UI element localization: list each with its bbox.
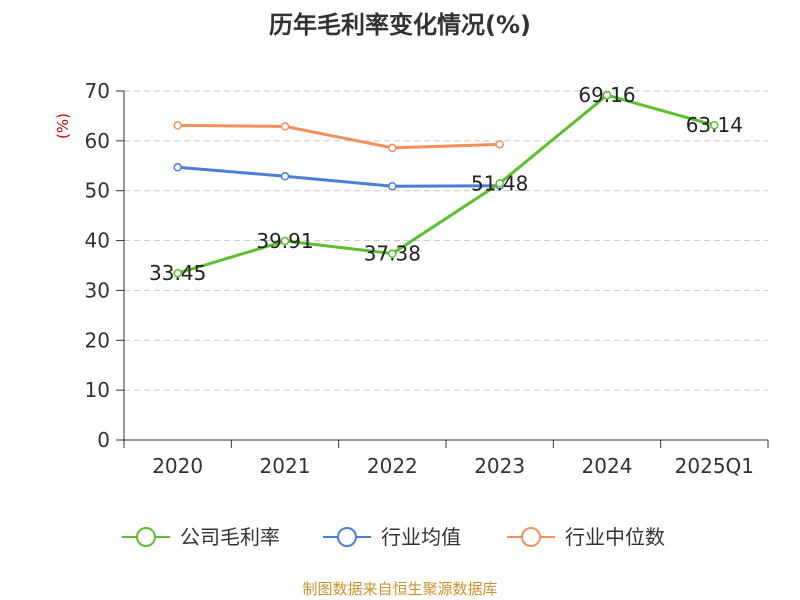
legend-label: 行业中位数 (565, 525, 665, 549)
data-point (710, 120, 719, 130)
chart-title: 历年毛利率变化情况(%) (269, 11, 531, 39)
data-point (388, 143, 397, 153)
data-label: 51.48 (471, 171, 528, 195)
data-point (388, 181, 397, 191)
legend-marker (521, 527, 541, 547)
grid-layer (124, 90, 768, 391)
data-point (602, 90, 612, 100)
y-tick-label: 30 (85, 278, 110, 302)
series-layer (173, 90, 719, 278)
y-tick-label: 10 (85, 378, 110, 402)
data-point (495, 140, 504, 149)
y-axis-label: (%) (54, 113, 72, 139)
data-point (495, 179, 504, 188)
data-label: 69.16 (578, 83, 635, 107)
data-point (173, 268, 182, 278)
data-label: 63.14 (686, 113, 743, 137)
data-point (173, 163, 182, 172)
y-tick-label: 60 (85, 129, 110, 153)
data-point (388, 249, 397, 258)
data-point (280, 236, 290, 246)
series-line (177, 123, 500, 150)
data-label: 33.45 (149, 261, 206, 285)
axes-layer: 0 10 20 30 40 50 60 70 2020 2021 2022 2023 2024 2025Q… (85, 79, 769, 478)
legend-marker (337, 527, 357, 547)
y-tick-label: 40 (85, 229, 110, 253)
y-tick-label: 20 (85, 328, 110, 352)
x-tick-label: 2024 (582, 454, 633, 478)
data-label: 39.91 (256, 229, 313, 253)
x-tick-label: 2021 (260, 454, 311, 478)
series-line (177, 93, 715, 275)
source-note: 制图数据来自恒生聚源数据库 (302, 580, 497, 598)
legend-label: 公司毛利率 (180, 525, 280, 549)
data-label-layer: 33.45 39.91 37.38 51.48 69.16 63.14 (149, 83, 743, 285)
legend-label: 行业均值 (381, 525, 461, 549)
x-tick-label: 2022 (367, 454, 418, 478)
data-label: 37.38 (364, 242, 421, 266)
x-tick-label: 2023 (474, 454, 525, 478)
y-tick-label: 0 (97, 428, 110, 452)
y-tick-label: 70 (85, 79, 110, 103)
series-line (177, 165, 500, 188)
x-tick-label: 2020 (152, 454, 203, 478)
legend-marker (136, 527, 156, 547)
legend: 公司毛利率 行业均值 行业中位数 (122, 525, 665, 549)
x-tick-label: 2025Q1 (675, 454, 754, 478)
data-point (280, 122, 290, 131)
data-point (173, 121, 182, 130)
y-tick-label: 50 (85, 179, 110, 203)
data-point (280, 172, 290, 181)
